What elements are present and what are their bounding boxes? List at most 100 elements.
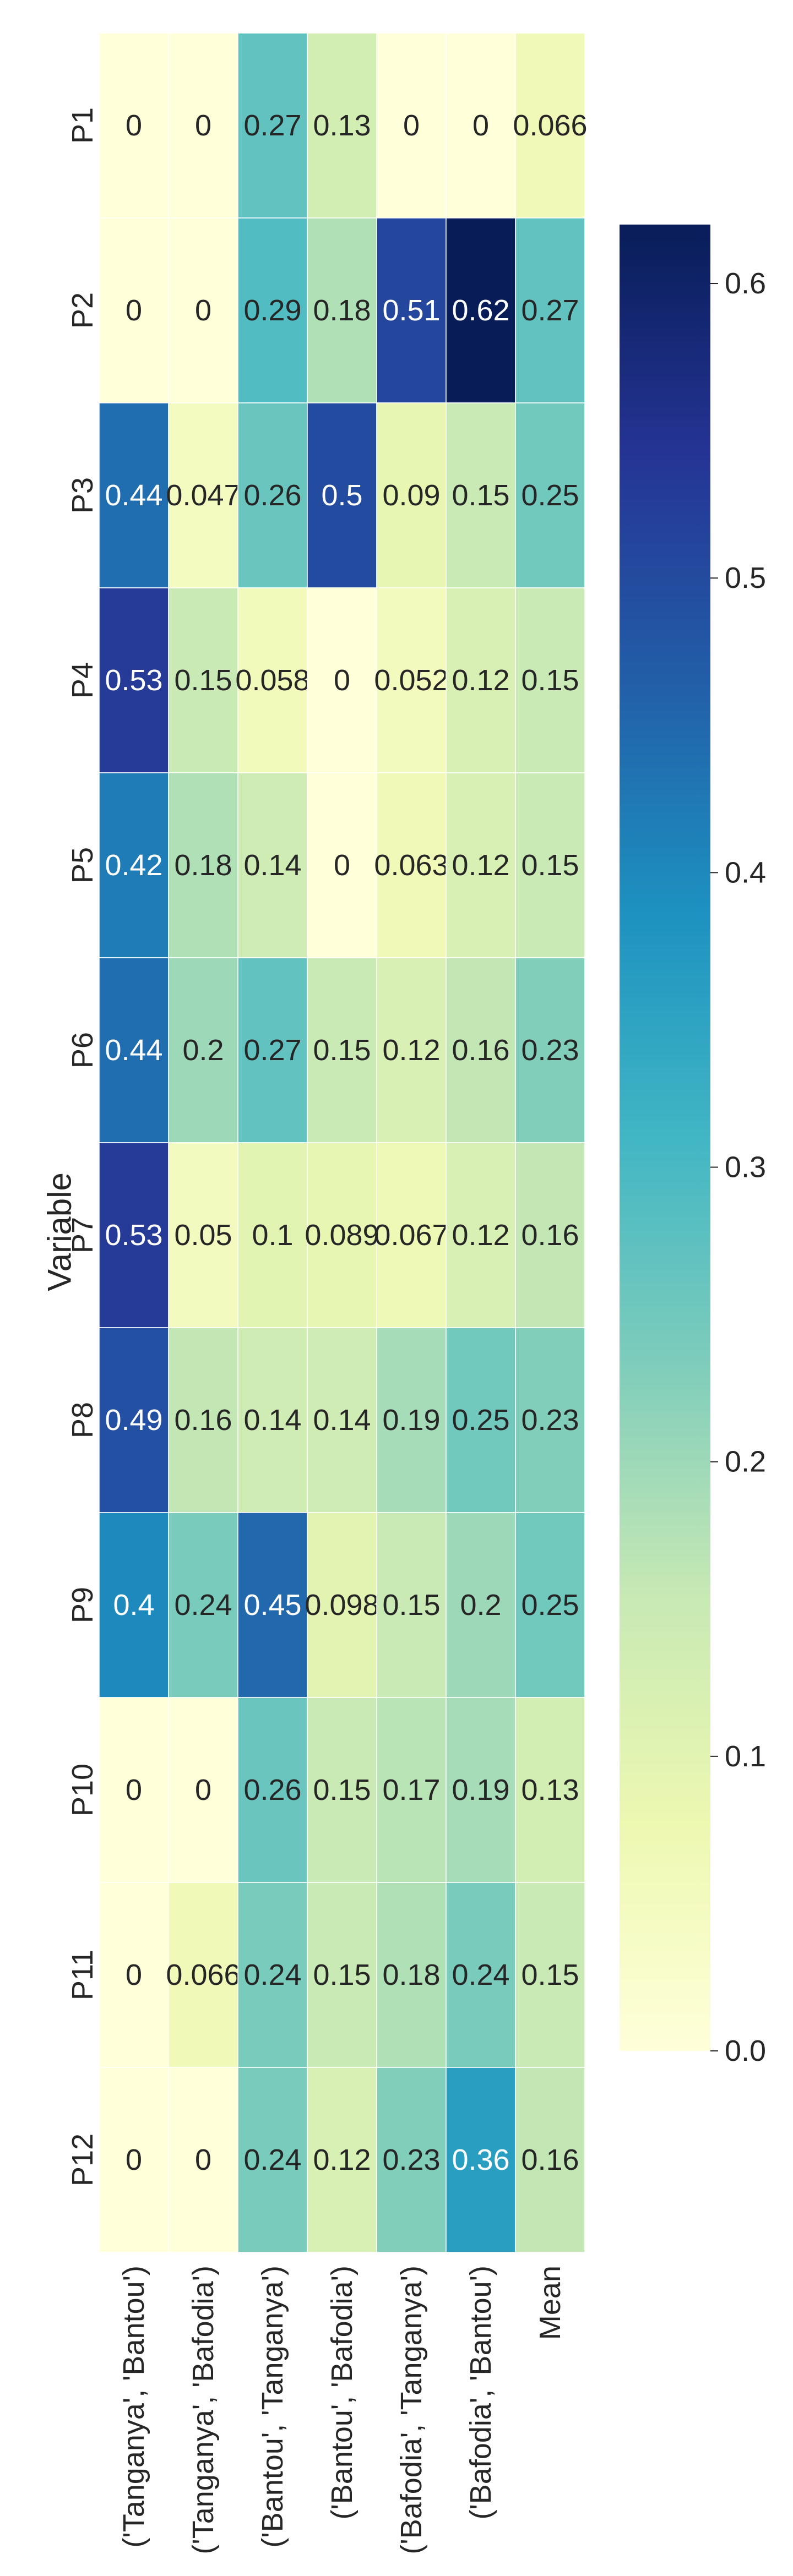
cell-value-label: 0.2 bbox=[182, 1034, 224, 1067]
heatmap-cell bbox=[99, 402, 169, 588]
cell-value-label: 0.2 bbox=[460, 1589, 501, 1622]
heatmap-cell bbox=[376, 1327, 447, 1513]
cell-value-label: 0.09 bbox=[382, 479, 440, 512]
cell-value-label: 0 bbox=[126, 1773, 142, 1807]
heatmap-cell bbox=[515, 957, 585, 1143]
row-label: P2 bbox=[66, 292, 99, 329]
colorbar-tick-label: 0.3 bbox=[725, 1151, 766, 1184]
cell-value-label: 0.29 bbox=[243, 294, 301, 327]
heatmap-cell bbox=[515, 1142, 585, 1328]
heatmap-cell bbox=[99, 957, 169, 1143]
cell-value-label: 0.14 bbox=[243, 849, 301, 882]
heatmap-cell bbox=[99, 1697, 169, 1883]
cell-value-label: 0 bbox=[195, 2143, 211, 2176]
heatmap-cell bbox=[446, 1882, 516, 2068]
cell-value-label: 0.15 bbox=[382, 1589, 440, 1622]
heatmap-cell bbox=[446, 32, 516, 219]
cell-value-label: 0.15 bbox=[313, 1034, 371, 1067]
cell-value-label: 0.098 bbox=[305, 1589, 379, 1622]
cell-value-label: 0.42 bbox=[105, 849, 162, 882]
heatmap-cell bbox=[446, 2067, 516, 2253]
cell-value-label: 0.089 bbox=[305, 1219, 379, 1252]
cell-value-label: 0.17 bbox=[382, 1773, 440, 1807]
colorbar-ticks: 0.0 0.1 0.2 0.3 0.4 0.5 0.6 bbox=[710, 267, 766, 2067]
cell-value-label: 0.23 bbox=[382, 2143, 440, 2176]
row-label: P7 bbox=[66, 1217, 99, 1253]
heatmap-cell bbox=[376, 1512, 447, 1698]
cell-value-label: 0.51 bbox=[382, 294, 440, 327]
cell-value-label: 0 bbox=[126, 109, 142, 142]
cell-value-label: 0 bbox=[334, 849, 350, 882]
heatmap-cell bbox=[99, 1142, 169, 1328]
heatmap-cell bbox=[515, 587, 585, 773]
heatmap-cell bbox=[168, 32, 238, 219]
heatmap-cell bbox=[99, 1327, 169, 1513]
cell-value-label: 0 bbox=[403, 109, 420, 142]
cell-value-label: 0 bbox=[195, 109, 211, 142]
heatmap-cell bbox=[446, 1327, 516, 1513]
cell-value-label: 0.53 bbox=[105, 1219, 162, 1252]
cell-value-label: 0.24 bbox=[243, 2143, 301, 2176]
cell-value-label: 0.13 bbox=[313, 109, 371, 142]
row-label: P1 bbox=[66, 107, 99, 144]
heatmap-cell bbox=[99, 32, 169, 219]
cell-value-label: 0.052 bbox=[374, 664, 448, 697]
cell-value-label: 0.12 bbox=[452, 1219, 509, 1252]
cell-value-label: 0.12 bbox=[382, 1034, 440, 1067]
cell-value-label: 0.44 bbox=[105, 479, 162, 512]
heatmap-cell bbox=[237, 1697, 308, 1883]
cell-value-label: 0.18 bbox=[174, 849, 232, 882]
cell-value-label: 0.047 bbox=[166, 479, 240, 512]
heatmap-cell bbox=[237, 772, 308, 958]
cell-value-label: 0 bbox=[195, 1773, 211, 1807]
colorbar-tick-label: 0.1 bbox=[725, 1740, 766, 1773]
heatmap-cell bbox=[515, 2067, 585, 2253]
heatmap-cell bbox=[99, 587, 169, 773]
heatmap-cell bbox=[168, 1882, 238, 2068]
cell-value-label: 0.14 bbox=[243, 1404, 301, 1437]
heatmap-cell bbox=[237, 217, 308, 403]
heatmap-cell bbox=[307, 32, 377, 219]
heatmap-cell bbox=[376, 957, 447, 1143]
heatmap-cell bbox=[376, 2067, 447, 2253]
heatmap-cell bbox=[307, 2067, 377, 2253]
cell-value-label: 0.12 bbox=[452, 664, 509, 697]
heatmap-cell bbox=[307, 587, 377, 773]
colorbar-tick-label: 0.4 bbox=[725, 856, 766, 889]
cell-value-label: 0.15 bbox=[313, 1773, 371, 1807]
cell-value-label: 0.45 bbox=[243, 1589, 301, 1622]
heatmap-cell bbox=[237, 32, 308, 219]
heatmap-cell bbox=[376, 32, 447, 219]
cell-value-label: 0.15 bbox=[521, 1958, 579, 1991]
cell-value-label: 0.53 bbox=[105, 664, 162, 697]
cell-value-label: 0.15 bbox=[452, 479, 509, 512]
cell-value-label: 0.19 bbox=[452, 1773, 509, 1807]
heatmap-cell bbox=[446, 1697, 516, 1883]
heatmap-cell bbox=[376, 1697, 447, 1883]
heatmap-cell bbox=[307, 1697, 377, 1883]
cell-value-label: 0.27 bbox=[243, 1034, 301, 1067]
cell-value-label: 0.15 bbox=[174, 664, 232, 697]
heatmap-cell bbox=[237, 1142, 308, 1328]
cell-value-label: 0.066 bbox=[166, 1958, 240, 1991]
cell-value-label: 0.4 bbox=[113, 1589, 154, 1622]
heatmap-cell bbox=[515, 402, 585, 588]
column-label: ('Bantou', 'Tanganya') bbox=[256, 2266, 289, 2548]
heatmap-cell bbox=[446, 587, 516, 773]
heatmap-cell bbox=[515, 772, 585, 958]
cell-value-label: 0.25 bbox=[521, 1589, 579, 1622]
heatmap-cell bbox=[376, 1142, 447, 1328]
cell-value-label: 0.27 bbox=[243, 109, 301, 142]
row-label: P5 bbox=[66, 847, 99, 883]
column-label: ('Bantou', 'Bafodia') bbox=[325, 2266, 359, 2520]
heatmap-cell bbox=[307, 957, 377, 1143]
row-label: P6 bbox=[66, 1032, 99, 1068]
cell-value-label: 0.19 bbox=[382, 1404, 440, 1437]
cell-value-label: 0.49 bbox=[105, 1404, 162, 1437]
column-label: ('Tanganya', 'Bafodia') bbox=[187, 2266, 220, 2555]
cell-value-label: 0.16 bbox=[452, 1034, 509, 1067]
colorbar-tick-label: 0.2 bbox=[725, 1445, 766, 1478]
row-label: P4 bbox=[66, 662, 99, 698]
heatmap-cell bbox=[99, 772, 169, 958]
cell-value-label: 0.23 bbox=[521, 1404, 579, 1437]
